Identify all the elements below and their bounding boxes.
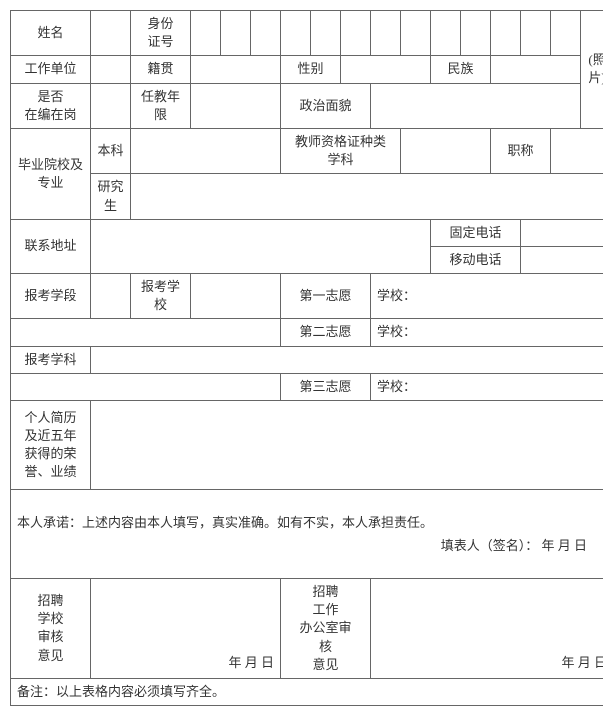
field-choice2[interactable]: 学校：: [371, 319, 603, 346]
label-workunit: 工作单位: [11, 56, 91, 83]
field-fixedphone[interactable]: [521, 219, 603, 246]
label-political: 政治面貌: [281, 83, 371, 128]
label-officereview: 招聘 工作 办公室审 核 意见: [281, 579, 371, 679]
id-digit[interactable]: [191, 11, 221, 56]
id-digit[interactable]: [521, 11, 551, 56]
id-digit[interactable]: [281, 11, 311, 56]
id-digit[interactable]: [401, 11, 431, 56]
id-digit[interactable]: [341, 11, 371, 56]
label-applysubject: 报考学科: [11, 346, 91, 373]
declaration-cell[interactable]: 本人承诺：上述内容由本人填写，真实准确。如有不实，本人承担责任。 填表人（签名）…: [11, 490, 603, 579]
declaration-text: 本人承诺：上述内容由本人填写，真实准确。如有不实，本人承担责任。: [17, 511, 603, 534]
field-political[interactable]: [371, 83, 581, 128]
label-gradschool: 毕业院校及 专业: [11, 128, 91, 219]
id-digit[interactable]: [491, 11, 521, 56]
label-applyschool: 报考学校: [131, 274, 191, 319]
photo-cell[interactable]: (照 片): [581, 11, 603, 129]
label-fixedphone: 固定电话: [431, 219, 521, 246]
label-applylevel: 报考学段: [11, 274, 91, 319]
field-undergrad[interactable]: [131, 128, 281, 173]
id-digit[interactable]: [311, 11, 341, 56]
label-native: 籍贯: [131, 56, 191, 83]
id-digit[interactable]: [461, 11, 491, 56]
label-title: 职称: [491, 128, 551, 173]
field-ethnicity[interactable]: [491, 56, 581, 83]
label-mobile: 移动电话: [431, 246, 521, 273]
field-name[interactable]: [91, 11, 131, 56]
field-resume[interactable]: [91, 401, 603, 490]
label-choice1: 第一志愿: [281, 274, 371, 319]
label-teachyears: 任教年限: [131, 83, 191, 128]
id-digit[interactable]: [221, 11, 251, 56]
label-onpost: 是否 在编在岗: [11, 83, 91, 128]
label-cert: 教师资格证种类 学科: [281, 128, 401, 173]
id-digit[interactable]: [431, 11, 461, 56]
label-name: 姓名: [11, 11, 91, 56]
blank-row: [11, 373, 281, 400]
label-resume: 个人简历 及近五年 获得的荣 誉、业绩: [11, 401, 91, 490]
field-workunit[interactable]: [91, 56, 131, 83]
field-onpost[interactable]: [91, 83, 131, 128]
label-schoolreview: 招聘 学校 审核 意见: [11, 579, 91, 679]
note-cell: 备注：以上表格内容必须填写齐全。: [11, 678, 603, 705]
field-applylevel[interactable]: [91, 274, 131, 319]
ymd-text: 年 月 日: [562, 655, 603, 670]
blank-row: [11, 319, 281, 346]
label-postgrad: 研究生: [91, 174, 131, 219]
label-choice2: 第二志愿: [281, 319, 371, 346]
label-undergrad: 本科: [91, 128, 131, 173]
signature-line: 填表人（签名）： 年 月 日: [17, 534, 603, 557]
field-native[interactable]: [191, 56, 281, 83]
id-digit[interactable]: [551, 11, 581, 56]
field-mobile[interactable]: [521, 246, 603, 273]
field-gender[interactable]: [341, 56, 431, 83]
field-addr[interactable]: [91, 219, 431, 273]
id-digit[interactable]: [371, 11, 401, 56]
field-cert[interactable]: [401, 128, 491, 173]
field-officereview[interactable]: 年 月 日: [371, 579, 603, 679]
field-title[interactable]: [551, 128, 603, 173]
field-applyschool[interactable]: [191, 274, 281, 319]
field-choice3[interactable]: 学校：: [371, 373, 603, 400]
ymd-text: 年 月 日: [229, 655, 275, 670]
label-ethnicity: 民族: [431, 56, 491, 83]
application-form-table: 姓名 身份 证号 (照 片) 工作单位 籍贯 性别 民族 是否 在编在岗 任教年…: [10, 10, 603, 706]
field-choice1[interactable]: 学校：: [371, 274, 603, 319]
field-applysubject[interactable]: [91, 346, 603, 373]
field-postgrad[interactable]: [131, 174, 603, 219]
label-addr: 联系地址: [11, 219, 91, 273]
field-schoolreview[interactable]: 年 月 日: [91, 579, 281, 679]
field-teachyears[interactable]: [191, 83, 281, 128]
id-digit[interactable]: [251, 11, 281, 56]
label-gender: 性别: [281, 56, 341, 83]
label-choice3: 第三志愿: [281, 373, 371, 400]
label-id: 身份 证号: [131, 11, 191, 56]
